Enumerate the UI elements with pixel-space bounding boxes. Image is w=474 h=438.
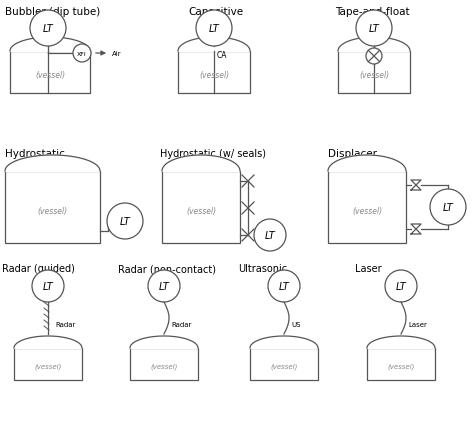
Bar (178, 52, 250, 94)
Circle shape (254, 219, 286, 251)
Polygon shape (250, 336, 318, 348)
Bar (328, 172, 406, 244)
Text: (vessel): (vessel) (359, 71, 389, 79)
Text: LT: LT (279, 281, 289, 291)
Polygon shape (328, 155, 406, 172)
Circle shape (107, 204, 143, 240)
Text: LT: LT (43, 24, 54, 34)
Bar (10, 52, 90, 94)
Text: LT: LT (159, 281, 169, 291)
Bar (5, 172, 100, 244)
Circle shape (356, 11, 392, 47)
Text: (vessel): (vessel) (199, 71, 229, 79)
Polygon shape (178, 38, 250, 52)
Text: Bubbler (dip tube): Bubbler (dip tube) (5, 7, 100, 17)
Text: CA: CA (217, 51, 228, 60)
Text: LT: LT (43, 281, 54, 291)
Text: US: US (291, 321, 301, 327)
Text: LT: LT (209, 24, 219, 34)
Text: LT: LT (369, 24, 379, 34)
Text: XFI: XFI (77, 51, 87, 57)
Text: Hydrostatic (w/ seals): Hydrostatic (w/ seals) (160, 148, 266, 159)
Text: (vessel): (vessel) (352, 207, 382, 215)
Bar (338, 52, 410, 94)
Circle shape (73, 45, 91, 63)
Text: Tape-and-float: Tape-and-float (335, 7, 410, 17)
Polygon shape (10, 38, 90, 52)
Bar (367, 348, 435, 380)
Circle shape (32, 270, 64, 302)
Text: LT: LT (119, 216, 130, 226)
Text: (vessel): (vessel) (150, 363, 178, 369)
Polygon shape (162, 155, 240, 172)
Polygon shape (14, 336, 82, 348)
Circle shape (366, 49, 382, 65)
Circle shape (268, 270, 300, 302)
Bar (14, 348, 82, 380)
Circle shape (430, 190, 466, 226)
Text: Laser: Laser (355, 263, 382, 273)
Text: Capacitive: Capacitive (188, 7, 243, 17)
Text: LT: LT (396, 281, 406, 291)
Text: Displacer: Displacer (328, 148, 377, 159)
Text: LT: LT (264, 230, 275, 240)
Circle shape (196, 11, 232, 47)
Text: Air: Air (112, 51, 122, 57)
Polygon shape (338, 38, 410, 52)
Text: (vessel): (vessel) (34, 363, 62, 369)
Text: (vessel): (vessel) (387, 363, 415, 369)
Polygon shape (5, 155, 100, 172)
Polygon shape (130, 336, 198, 348)
Text: (vessel): (vessel) (186, 207, 216, 215)
Text: Radar (guided): Radar (guided) (2, 263, 75, 273)
Text: (vessel): (vessel) (270, 363, 298, 369)
Bar (250, 348, 318, 380)
Text: Radar: Radar (171, 321, 191, 327)
Bar (130, 348, 198, 380)
Text: LT: LT (443, 202, 453, 212)
Polygon shape (367, 336, 435, 348)
Circle shape (385, 270, 417, 302)
Bar (162, 172, 240, 244)
Circle shape (30, 11, 66, 47)
Text: Laser: Laser (408, 321, 427, 327)
Text: (vessel): (vessel) (37, 207, 68, 215)
Text: (vessel): (vessel) (35, 71, 65, 79)
Text: Radar (non-contact): Radar (non-contact) (118, 263, 216, 273)
Text: Ultrasonic: Ultrasonic (238, 263, 287, 273)
Text: Hydrostatic: Hydrostatic (5, 148, 65, 159)
Text: Radar: Radar (55, 321, 75, 327)
Circle shape (148, 270, 180, 302)
